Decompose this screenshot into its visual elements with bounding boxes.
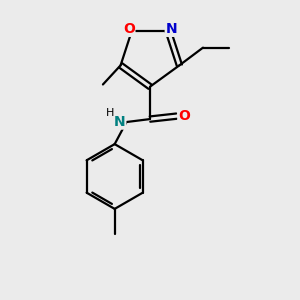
Text: N: N <box>165 22 177 36</box>
Text: O: O <box>123 22 135 36</box>
Text: O: O <box>178 109 190 123</box>
Text: H: H <box>106 108 114 118</box>
Text: N: N <box>114 115 126 129</box>
